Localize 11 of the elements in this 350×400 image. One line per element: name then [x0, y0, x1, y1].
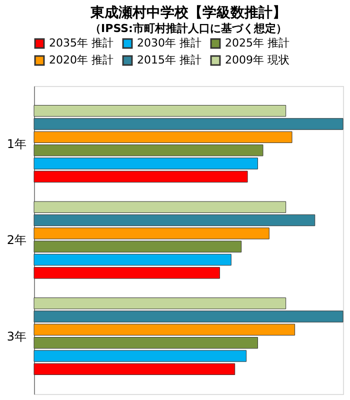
legend-label: 2025年 推計	[225, 36, 290, 50]
y-tick-label: 1年	[6, 136, 26, 151]
legend-label: 2035年 推計	[49, 36, 114, 50]
legend-label: 2009年 現状	[225, 54, 290, 66]
chart-subtitle: （IPSS:市町村推計人口に基づく想定）	[90, 22, 287, 35]
chart-title: 東成瀬村中学校【学級数推計】	[90, 5, 286, 21]
legend-label: 2020年 推計	[49, 54, 114, 66]
legend-label: 2030年 推計	[137, 36, 202, 50]
y-tick-label: 3年	[6, 329, 26, 344]
y-tick-label: 2年	[6, 233, 26, 247]
legend-label: 2015年 推計	[137, 54, 202, 66]
